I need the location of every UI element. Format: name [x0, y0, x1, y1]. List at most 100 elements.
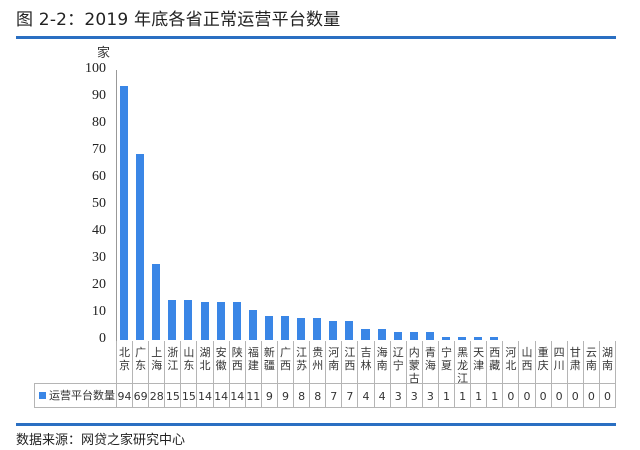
category-label: 新疆	[260, 341, 277, 383]
bar	[184, 299, 193, 340]
category-label: 江西	[341, 341, 357, 383]
bar	[474, 337, 483, 340]
y-tick-label: 100	[85, 61, 106, 76]
category-label: 陕西	[228, 341, 245, 383]
category-label: 天津	[470, 341, 486, 383]
bottom-rule	[16, 423, 616, 426]
category-label: 甘肃	[566, 341, 583, 383]
value-cell: 0	[582, 383, 599, 408]
value-cell: 1	[454, 383, 471, 408]
bar	[152, 264, 161, 340]
bar	[490, 337, 499, 340]
y-tick-label: 90	[92, 88, 106, 103]
category-label: 广东	[132, 341, 148, 383]
category-label: 海南	[373, 341, 390, 383]
value-cell: 94	[116, 383, 133, 408]
category-label: 西藏	[486, 341, 502, 383]
category-label: 贵州	[309, 341, 325, 383]
category-label: 广西	[276, 341, 293, 383]
category-label: 安徽	[212, 341, 229, 383]
bar	[216, 302, 225, 340]
bar	[120, 86, 129, 340]
category-label: 吉林	[357, 341, 373, 383]
figure-title: 图 2-2：2019 年底各省正常运营平台数量	[16, 10, 341, 30]
bar	[377, 329, 386, 340]
category-label: 宁夏	[437, 341, 454, 383]
value-cell: 0	[534, 383, 551, 408]
value-cell: 0	[566, 383, 583, 408]
y-tick-label: 80	[92, 115, 106, 130]
category-label: 四川	[550, 341, 567, 383]
bar	[409, 331, 418, 340]
category-label: 青海	[421, 341, 438, 383]
legend-label: 运营平台数量	[49, 389, 115, 402]
value-cell: 0	[550, 383, 567, 408]
value-cell: 8	[293, 383, 310, 408]
value-cell: 0	[598, 383, 615, 408]
value-cell: 9	[276, 383, 294, 408]
value-cell: 1	[486, 383, 503, 408]
value-cell: 15	[180, 383, 197, 408]
category-label: 湖北	[196, 341, 212, 383]
value-cell: 9	[260, 383, 277, 408]
bar	[458, 337, 467, 340]
bar	[200, 302, 209, 340]
value-cell: 7	[325, 383, 342, 408]
source-note: 数据来源：网贷之家研究中心	[16, 433, 186, 448]
bar	[168, 299, 177, 340]
y-tick-label: 30	[92, 250, 106, 265]
category-label: 河南	[325, 341, 341, 383]
bar	[264, 315, 273, 340]
value-cell: 14	[196, 383, 213, 408]
category-label: 云南	[582, 341, 599, 383]
category-label: 黑龙江	[454, 341, 470, 385]
category-label: 重庆	[534, 341, 551, 383]
bar	[136, 153, 145, 340]
value-cell: 0	[502, 383, 519, 408]
bar	[345, 321, 354, 340]
bar	[248, 310, 257, 340]
bar	[313, 318, 322, 340]
y-axis-line	[116, 70, 117, 341]
bar	[393, 331, 402, 340]
value-cell: 8	[309, 383, 326, 408]
top-rule	[16, 36, 616, 39]
value-cell: 4	[357, 383, 374, 408]
y-tick-label: 10	[92, 304, 106, 319]
y-tick-label: 40	[92, 223, 106, 238]
y-tick-label: 70	[92, 142, 106, 157]
category-label: 山西	[518, 341, 534, 383]
y-tick-label: 60	[92, 169, 106, 184]
bar-chart: 家 0 10 20 30 40 50 60 70 80 90 100 运营平台数量 北京 94 广东 69…	[34, 46, 616, 408]
category-label: 浙江	[164, 341, 180, 383]
bar	[441, 337, 450, 340]
bar	[297, 318, 306, 340]
value-cell: 3	[389, 383, 406, 408]
value-cell: 3	[421, 383, 438, 408]
value-cell: 3	[405, 383, 422, 408]
value-cell: 14	[212, 383, 229, 408]
category-label: 内蒙古	[405, 341, 422, 385]
category-label: 河北	[502, 341, 518, 383]
y-tick-label: 50	[92, 196, 106, 211]
value-cell: 1	[437, 383, 455, 408]
value-cell: 11	[244, 383, 261, 408]
category-label: 辽宁	[389, 341, 406, 383]
category-label: 湖南	[598, 341, 615, 383]
value-cell: 69	[132, 383, 149, 408]
bar	[361, 329, 370, 340]
category-label: 北京	[116, 341, 132, 383]
bar	[280, 315, 290, 340]
y-tick-label: 20	[92, 277, 106, 292]
category-label: 福建	[244, 341, 261, 383]
bar	[329, 321, 338, 340]
category-label: 上海	[148, 341, 164, 383]
legend-cell: 运营平台数量	[34, 383, 116, 408]
value-cell: 0	[518, 383, 535, 408]
value-cell: 28	[148, 383, 165, 408]
y-axis-unit: 家	[97, 46, 111, 61]
category-label: 山东	[180, 341, 196, 383]
bar	[232, 302, 241, 340]
y-tick-label: 0	[99, 331, 106, 346]
legend-swatch-icon	[39, 392, 46, 399]
